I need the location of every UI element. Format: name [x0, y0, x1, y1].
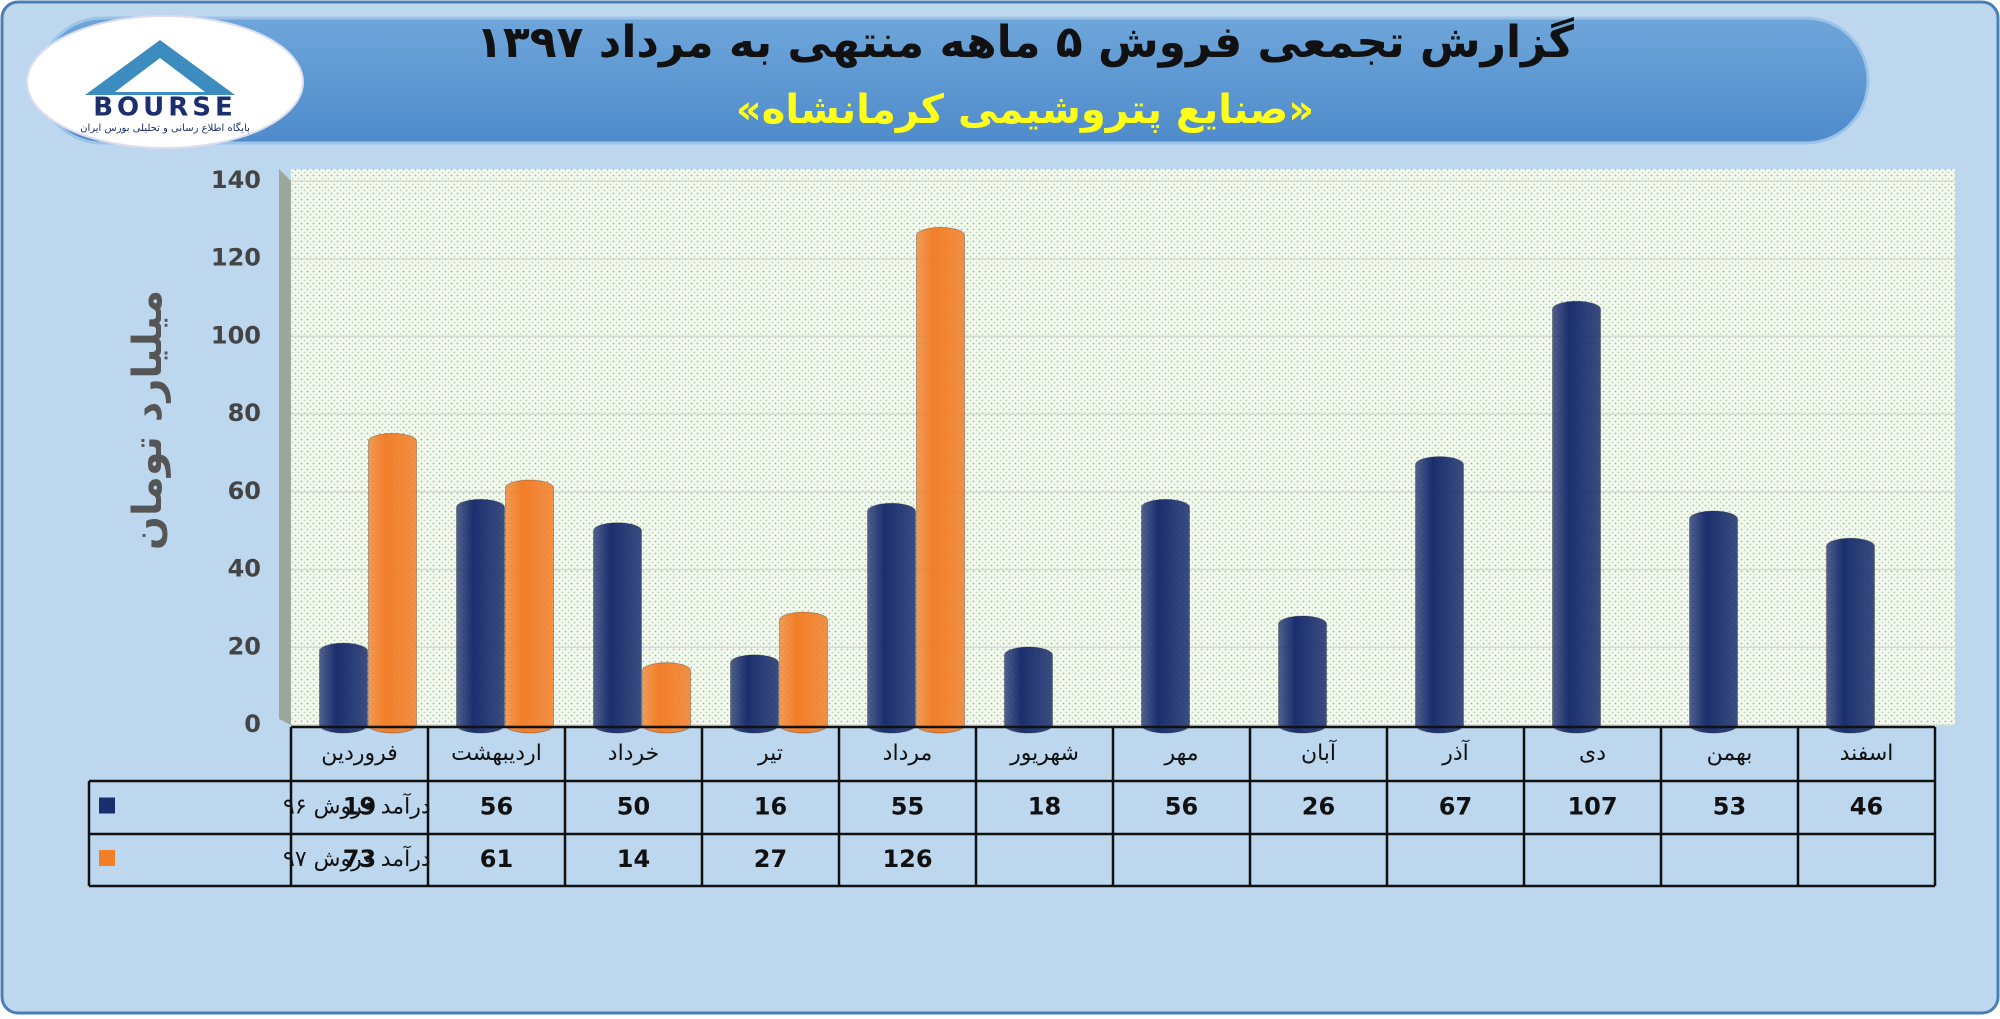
data-label: 56 — [1165, 793, 1198, 821]
bar — [779, 611, 828, 734]
y-tick-label: 0 — [244, 710, 261, 738]
legend-label: درآمد فروش ۹۷ — [283, 845, 431, 872]
y-tick-label: 120 — [211, 244, 261, 272]
data-label: 27 — [754, 845, 787, 873]
chart-title: گزارش تجمعی فروش ۵ ماهه منتهی به مرداد ۱… — [476, 16, 1574, 68]
data-label: 61 — [480, 845, 513, 873]
legend-swatch — [99, 797, 115, 814]
bar — [1004, 646, 1053, 734]
x-tick-label: فروردین — [321, 741, 398, 766]
y-tick-label: 140 — [211, 166, 261, 194]
bar — [368, 432, 417, 734]
x-tick-label: آبان — [1301, 739, 1337, 766]
data-label: 50 — [617, 793, 650, 821]
plot-area — [291, 169, 1955, 725]
legend-swatch — [99, 850, 115, 866]
logo-tagline: پایگاه اطلاع رسانی و تحلیلی بورس ایران — [80, 122, 250, 134]
bar — [1552, 300, 1601, 734]
x-tick-label: شهریور — [1009, 741, 1079, 766]
bar — [593, 522, 642, 734]
data-label: 26 — [1302, 793, 1335, 821]
x-tick-label: دی — [1579, 741, 1606, 766]
bar — [1278, 615, 1327, 734]
bar — [730, 654, 779, 734]
x-tick-label: بهمن — [1707, 741, 1753, 766]
bar — [867, 502, 916, 734]
bar — [456, 498, 505, 734]
x-tick-label: تیر — [757, 741, 783, 766]
bar — [505, 479, 554, 734]
x-tick-label: خرداد — [608, 741, 659, 766]
y-tick-label: 20 — [228, 632, 261, 660]
data-label: 55 — [891, 793, 924, 821]
data-label: 18 — [1028, 793, 1061, 821]
x-tick-label: مرداد — [883, 741, 933, 766]
data-label: 73 — [343, 845, 376, 873]
logo: BOURSE پایگاه اطلاع رسانی و تحلیلی بورس … — [26, 15, 304, 149]
bar — [319, 642, 368, 734]
data-label: 53 — [1713, 793, 1746, 821]
legend-label: درآمد فروش ۹۶ — [283, 793, 431, 820]
data-label: 56 — [480, 793, 513, 821]
x-tick-label: مهر — [1163, 741, 1198, 766]
data-label: 16 — [754, 793, 787, 821]
bar — [1826, 537, 1875, 734]
data-label: 19 — [343, 793, 376, 821]
bar — [1689, 510, 1738, 734]
data-label: 46 — [1850, 793, 1883, 821]
y-tick-label: 60 — [228, 477, 261, 505]
logo-brand: BOURSE — [93, 93, 237, 123]
x-tick-label: اسفند — [1840, 741, 1894, 766]
chart-subtitle: «صنایع پتروشیمی کرمانشاه» — [736, 87, 1314, 133]
plot-side-wall — [279, 169, 291, 725]
y-tick-label: 100 — [211, 321, 261, 349]
bar — [916, 226, 965, 734]
y-tick-label: 80 — [228, 399, 261, 427]
y-tick-label: 40 — [228, 555, 261, 583]
bar — [642, 662, 691, 734]
x-tick-label: آذر — [1441, 739, 1469, 766]
bar — [1141, 498, 1190, 734]
data-label: 14 — [617, 845, 650, 873]
y-axis-label: میلیارد تومان — [125, 290, 171, 550]
data-label: 67 — [1439, 793, 1472, 821]
bar — [1415, 456, 1464, 734]
data-label: 107 — [1567, 793, 1617, 821]
data-label: 126 — [882, 845, 932, 873]
x-tick-label: اردیبهشت — [451, 741, 542, 766]
